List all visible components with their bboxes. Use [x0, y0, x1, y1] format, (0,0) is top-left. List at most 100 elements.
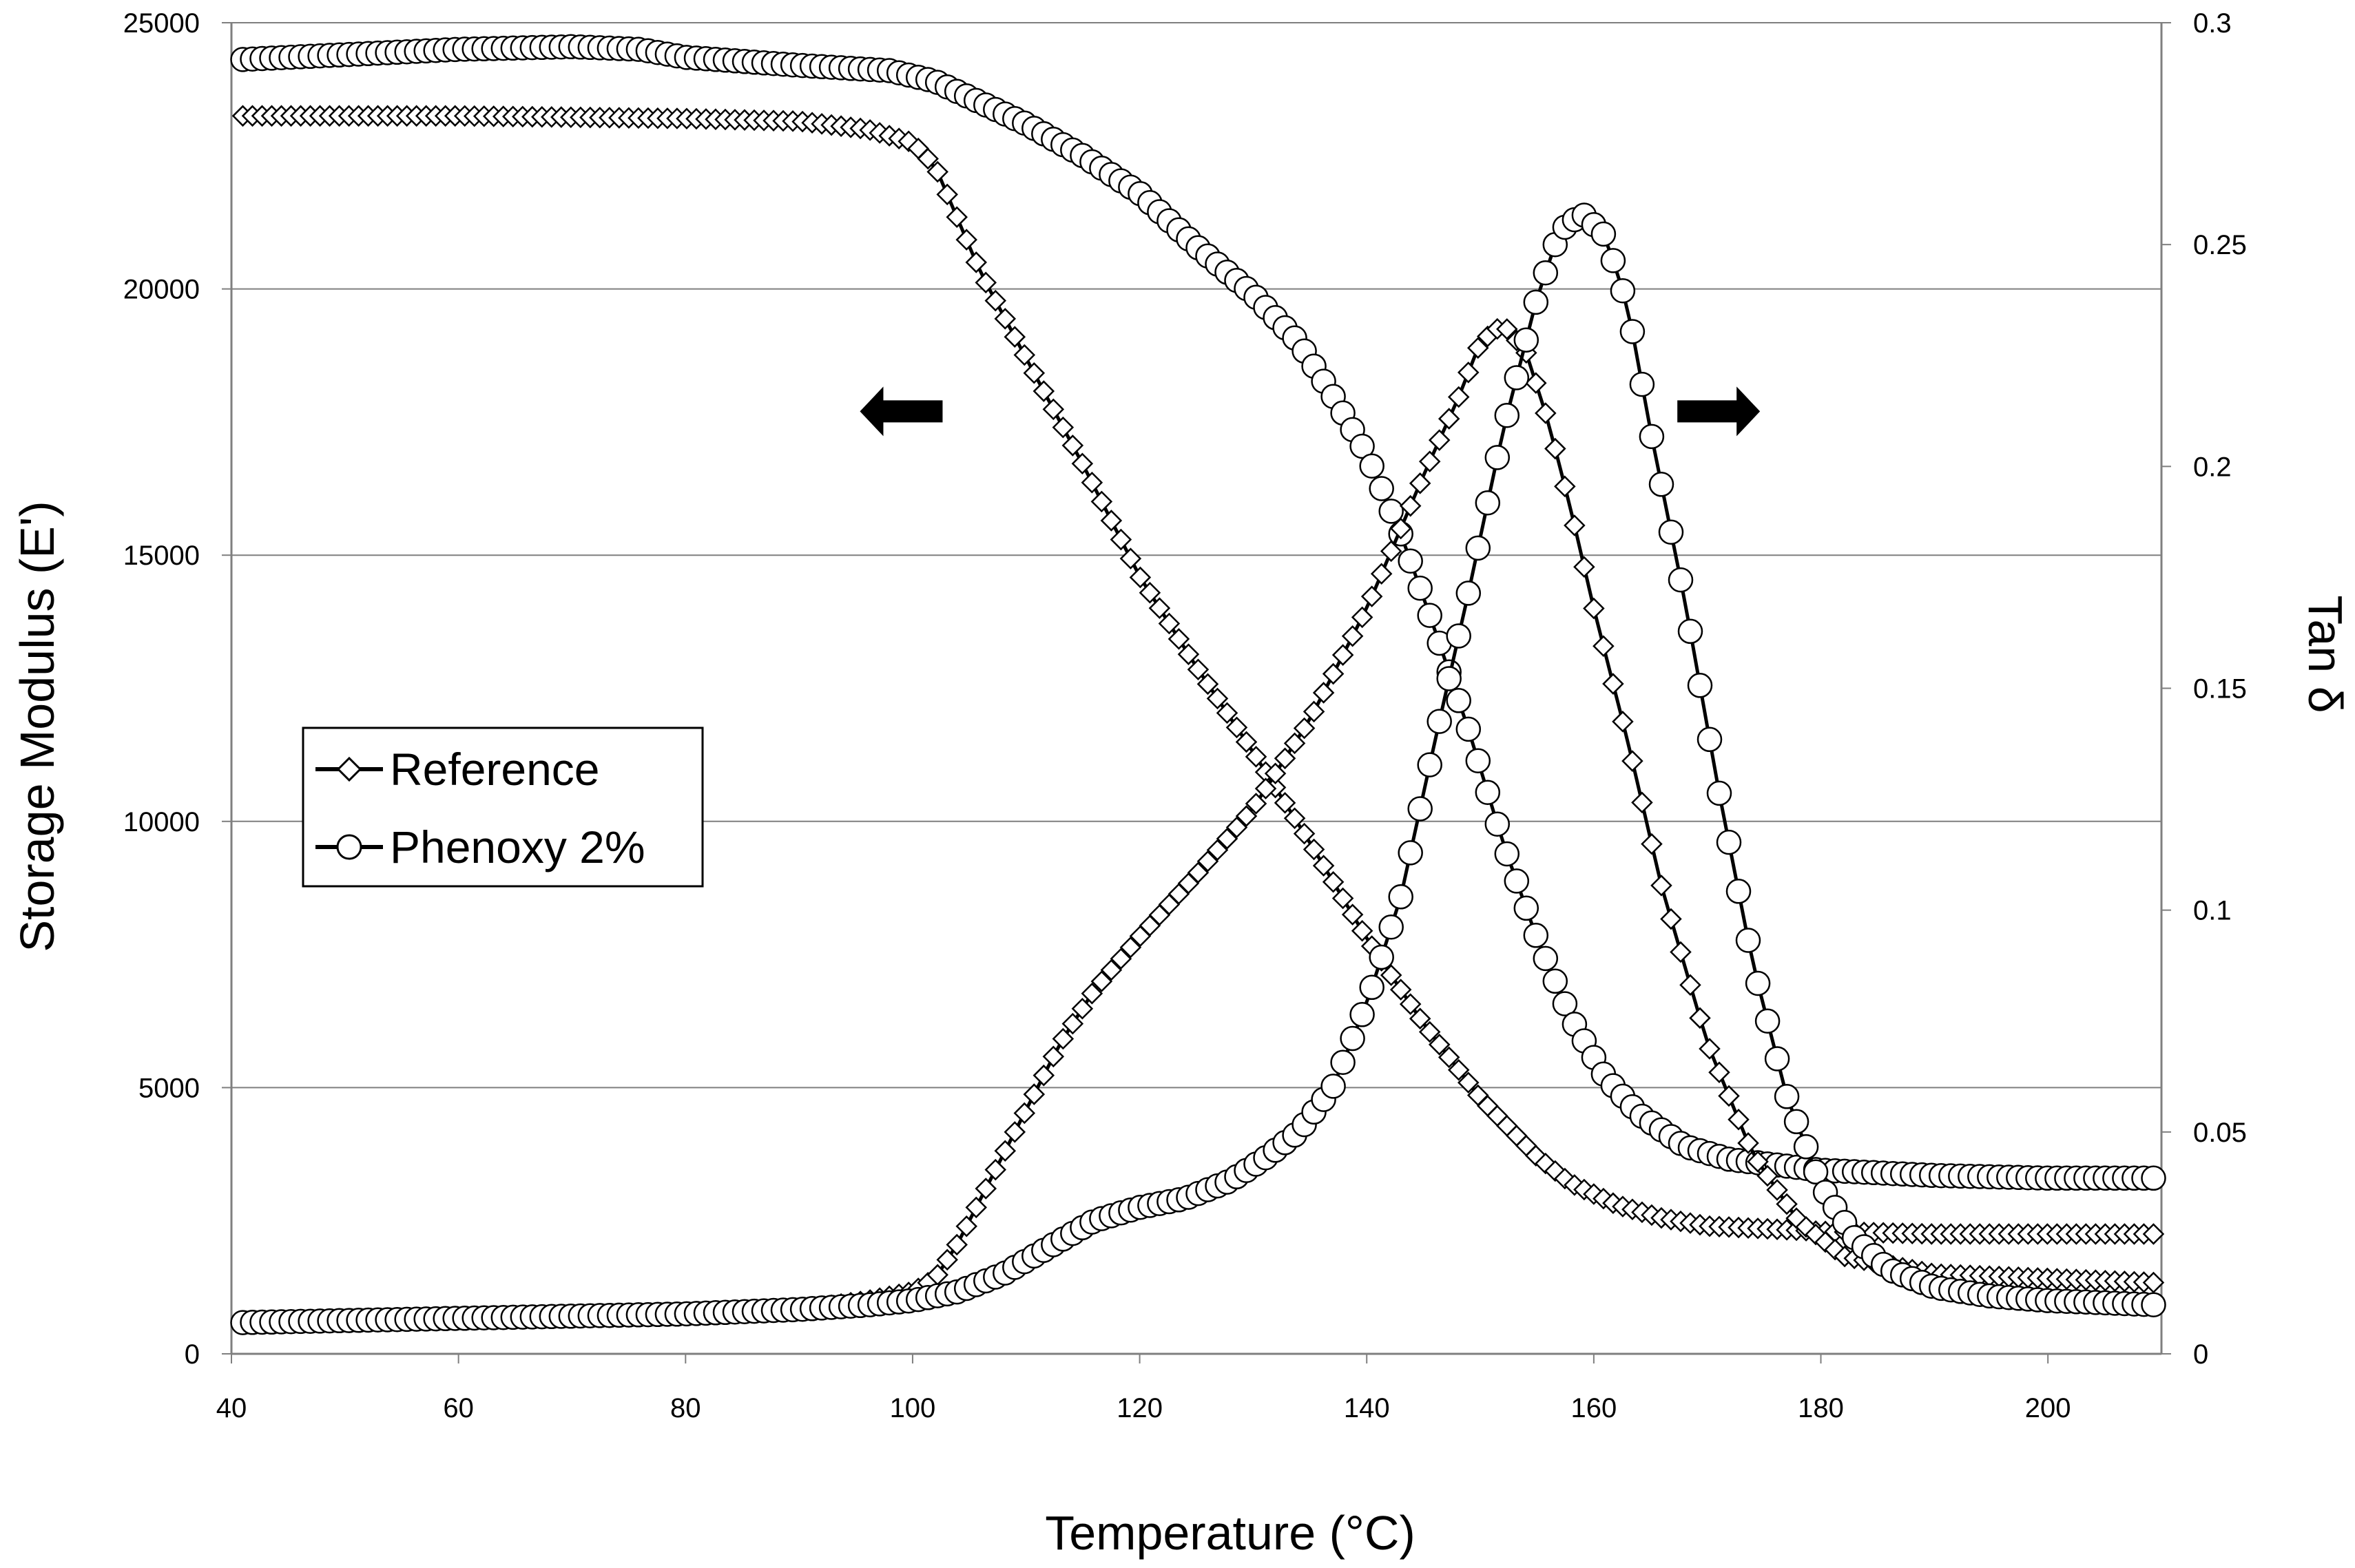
- data-point: [1590, 221, 1617, 247]
- data-point: [1389, 979, 1412, 1001]
- data-point: [1600, 248, 1626, 273]
- legend-circle-marker: [336, 834, 362, 860]
- data-point: [1418, 450, 1441, 472]
- data-point: [1235, 805, 1258, 827]
- y-tick-label: 15000: [123, 541, 200, 571]
- data-point: [1322, 662, 1345, 685]
- data-point: [1446, 623, 1471, 649]
- data-point: [994, 1140, 1017, 1162]
- x-tick-label: 120: [1117, 1393, 1163, 1423]
- data-point: [1716, 829, 1742, 855]
- data-point: [1100, 510, 1123, 532]
- data-point: [1409, 1007, 1431, 1029]
- data-point: [1697, 726, 1723, 753]
- data-point: [1013, 344, 1036, 366]
- annotation-layer: [860, 386, 1761, 437]
- data-point: [1303, 700, 1325, 723]
- data-point: [1725, 879, 1752, 904]
- data-point: [1658, 519, 1684, 545]
- data-point: [1745, 970, 1771, 996]
- data-point: [1756, 1164, 1778, 1187]
- data-point: [1331, 887, 1354, 910]
- data-point: [1783, 1109, 1809, 1135]
- data-point: [1496, 318, 1518, 340]
- data-point: [1417, 603, 1442, 628]
- data-point: [1351, 920, 1373, 942]
- legend-entry-reference: Reference: [315, 744, 600, 795]
- data-point: [1629, 371, 1655, 397]
- data-point: [965, 1196, 988, 1219]
- data-point: [1042, 1045, 1065, 1068]
- data-point: [975, 1178, 997, 1200]
- data-point: [1407, 796, 1433, 822]
- data-point: [1370, 563, 1393, 585]
- data-point: [1650, 875, 1672, 897]
- data-point: [1081, 471, 1103, 494]
- data-point: [1593, 635, 1615, 658]
- data-point: [1090, 490, 1113, 513]
- data-point: [1061, 435, 1084, 457]
- data-point: [1360, 585, 1383, 607]
- data-point: [1484, 811, 1511, 837]
- data-point: [1158, 612, 1181, 635]
- data-point: [1341, 625, 1364, 647]
- data-point: [1544, 437, 1566, 460]
- data-point: [1110, 528, 1132, 551]
- data-point: [1013, 1102, 1036, 1125]
- data-point: [1119, 937, 1142, 959]
- data-point: [1340, 1025, 1365, 1052]
- data-point: [1754, 1008, 1781, 1034]
- data-point: [1196, 673, 1219, 696]
- data-point: [1552, 991, 1578, 1016]
- data-point: [1689, 1007, 1711, 1029]
- data-point: [1264, 762, 1287, 784]
- data-point: [1293, 822, 1316, 845]
- y2-axis-title: Tan δ: [2299, 595, 2352, 713]
- data-point: [1168, 628, 1190, 650]
- data-point: [1735, 928, 1761, 953]
- x-tick-labels: 40 60 80 100 120 140 160 180 200: [216, 1393, 2071, 1423]
- legend-diamond-marker: [336, 756, 362, 782]
- data-point: [1475, 490, 1501, 516]
- data-point: [1399, 494, 1422, 517]
- data-point: [1398, 840, 1423, 866]
- data-point: [1331, 644, 1354, 666]
- data-point: [1513, 895, 1539, 921]
- series-phenoxy-2--storage-modulus: [230, 34, 2166, 1191]
- data-point: [1245, 746, 1267, 768]
- data-point: [1023, 362, 1046, 384]
- data-point: [1428, 1034, 1451, 1056]
- data-point: [1533, 260, 1559, 286]
- data-point: [994, 308, 1017, 330]
- data-point: [1504, 365, 1530, 390]
- data-point: [1533, 945, 1559, 972]
- x-axis-title: Temperature (°C): [1045, 1506, 1415, 1560]
- data-point: [1033, 1064, 1055, 1087]
- data-point: [2141, 1292, 2166, 1317]
- data-point: [1436, 666, 1462, 691]
- data-point: [1728, 1108, 1750, 1131]
- data-point: [2141, 1165, 2166, 1191]
- data-point: [1033, 380, 1055, 402]
- data-point: [1446, 688, 1471, 713]
- data-point: [1631, 791, 1653, 814]
- legend-label-reference: Reference: [390, 744, 600, 795]
- data-point: [1776, 1193, 1798, 1215]
- data-point: [1542, 968, 1568, 994]
- data-point: [1312, 855, 1335, 877]
- data-point: [1465, 535, 1491, 561]
- data-point: [955, 1215, 977, 1237]
- data-point: [1187, 861, 1210, 884]
- data-point: [917, 147, 939, 170]
- data-point: [1225, 816, 1248, 839]
- data-point: [936, 1248, 958, 1271]
- data-point: [2142, 1223, 2165, 1245]
- data-point: [1052, 416, 1075, 439]
- y2-tick-label: 0.3: [2193, 8, 2232, 39]
- data-point: [1216, 828, 1238, 850]
- x-tick-label: 40: [216, 1393, 247, 1423]
- data-point: [1216, 702, 1238, 724]
- data-point: [1071, 997, 1094, 1020]
- y2-tick-label: 0.05: [2193, 1118, 2247, 1148]
- data-point: [1766, 1179, 1788, 1201]
